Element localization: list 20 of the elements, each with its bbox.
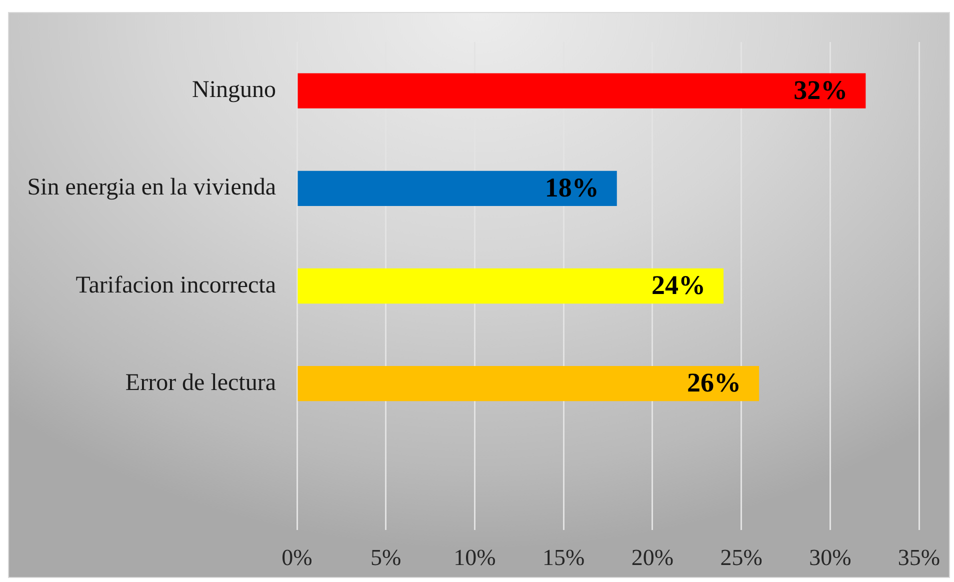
- y-tick-label: Sin energia en la vivienda: [27, 174, 276, 201]
- x-tick-label: 10%: [454, 544, 496, 570]
- data-label: 32%: [794, 74, 848, 105]
- x-tick-label: 5%: [370, 544, 402, 570]
- y-tick-label: Tarifacion incorrecta: [76, 272, 276, 298]
- data-label: 24%: [652, 270, 706, 300]
- y-tick-label: Ninguno: [192, 77, 276, 104]
- x-tick-label: 35%: [898, 544, 940, 570]
- bar: [298, 268, 724, 304]
- bar: [298, 366, 760, 402]
- x-tick-label: 25%: [720, 544, 762, 570]
- bar: [298, 73, 866, 108]
- y-tick-label: Error de lectura: [125, 370, 276, 396]
- data-label: 18%: [544, 172, 599, 202]
- x-tick-label: 30%: [809, 544, 852, 570]
- x-tick-label: 0%: [282, 544, 312, 570]
- bar: [298, 170, 617, 206]
- data-label: 26%: [687, 368, 742, 398]
- x-tick-label: 15%: [542, 544, 585, 570]
- x-tick-label: 20%: [631, 544, 674, 570]
